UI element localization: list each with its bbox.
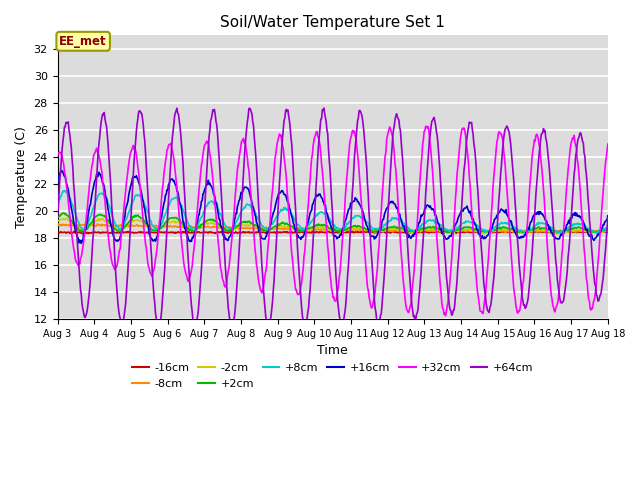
+8cm xyxy=(604,223,612,228)
-8cm xyxy=(54,223,61,228)
Line: +32cm: +32cm xyxy=(58,126,608,316)
+2cm xyxy=(59,210,67,216)
+32cm xyxy=(604,141,612,147)
+64cm xyxy=(54,214,61,219)
+16cm xyxy=(58,168,66,174)
Line: +64cm: +64cm xyxy=(58,108,608,327)
+8cm xyxy=(401,220,408,226)
-16cm xyxy=(63,229,71,235)
-2cm xyxy=(417,228,424,234)
+16cm xyxy=(77,240,85,246)
Line: -2cm: -2cm xyxy=(58,218,608,234)
+8cm xyxy=(121,220,129,226)
-16cm xyxy=(121,230,129,236)
+32cm xyxy=(63,190,71,196)
Line: +2cm: +2cm xyxy=(58,213,608,233)
+2cm xyxy=(417,227,424,232)
-2cm xyxy=(177,221,184,227)
Line: -16cm: -16cm xyxy=(58,230,608,234)
+2cm xyxy=(401,226,408,231)
Legend: -16cm, -8cm, -2cm, +2cm, +8cm, +16cm, +32cm, +64cm: -16cm, -8cm, -2cm, +2cm, +8cm, +16cm, +3… xyxy=(127,359,538,393)
+8cm xyxy=(557,230,564,236)
Text: EE_met: EE_met xyxy=(60,35,107,48)
+2cm xyxy=(121,224,129,230)
+64cm xyxy=(205,134,213,140)
+32cm xyxy=(422,123,429,129)
+16cm xyxy=(604,213,612,218)
-8cm xyxy=(417,229,424,235)
+16cm xyxy=(401,228,409,234)
-16cm xyxy=(206,229,214,235)
+16cm xyxy=(54,175,61,181)
-8cm xyxy=(121,222,129,228)
+32cm xyxy=(442,313,449,319)
+64cm xyxy=(120,313,128,319)
+2cm xyxy=(54,215,61,221)
+64cm xyxy=(338,324,346,330)
+2cm xyxy=(518,230,526,236)
+64cm xyxy=(417,269,425,275)
-16cm xyxy=(604,228,612,234)
X-axis label: Time: Time xyxy=(317,344,348,357)
-16cm xyxy=(417,229,425,235)
+8cm xyxy=(54,203,61,208)
-16cm xyxy=(353,228,360,233)
+32cm xyxy=(176,218,184,224)
+8cm xyxy=(417,223,424,229)
-8cm xyxy=(63,222,71,228)
+16cm xyxy=(122,206,129,212)
-2cm xyxy=(553,231,561,237)
+64cm xyxy=(320,105,328,111)
-2cm xyxy=(63,216,71,222)
+32cm xyxy=(54,153,61,158)
Line: +8cm: +8cm xyxy=(58,191,608,233)
+2cm xyxy=(177,219,184,225)
-2cm xyxy=(121,224,129,229)
+2cm xyxy=(206,217,214,223)
-16cm xyxy=(401,229,409,235)
+2cm xyxy=(65,213,72,219)
-2cm xyxy=(401,228,408,233)
-8cm xyxy=(206,225,214,230)
+64cm xyxy=(401,196,409,202)
-8cm xyxy=(401,228,408,234)
-2cm xyxy=(54,218,61,224)
-16cm xyxy=(54,230,61,236)
-16cm xyxy=(177,229,184,235)
+64cm xyxy=(176,123,184,129)
-16cm xyxy=(78,231,86,237)
+8cm xyxy=(206,199,214,205)
+8cm xyxy=(177,203,184,208)
+16cm xyxy=(65,187,72,192)
+2cm xyxy=(604,226,612,232)
-8cm xyxy=(177,224,184,229)
+16cm xyxy=(417,212,425,218)
+32cm xyxy=(205,145,213,151)
+32cm xyxy=(416,184,424,190)
Title: Soil/Water Temperature Set 1: Soil/Water Temperature Set 1 xyxy=(220,15,445,30)
-8cm xyxy=(90,221,97,227)
Line: +16cm: +16cm xyxy=(58,171,608,243)
+16cm xyxy=(178,206,186,212)
-8cm xyxy=(501,230,509,236)
-8cm xyxy=(604,228,612,233)
+64cm xyxy=(604,215,612,221)
-2cm xyxy=(206,220,214,226)
+32cm xyxy=(120,203,128,209)
+8cm xyxy=(63,188,70,193)
Y-axis label: Temperature (C): Temperature (C) xyxy=(15,126,28,228)
-2cm xyxy=(604,228,612,234)
-2cm xyxy=(97,216,105,221)
Line: -8cm: -8cm xyxy=(58,224,608,233)
+64cm xyxy=(63,120,71,126)
+32cm xyxy=(399,279,407,285)
+16cm xyxy=(207,182,214,188)
+8cm xyxy=(65,192,72,197)
